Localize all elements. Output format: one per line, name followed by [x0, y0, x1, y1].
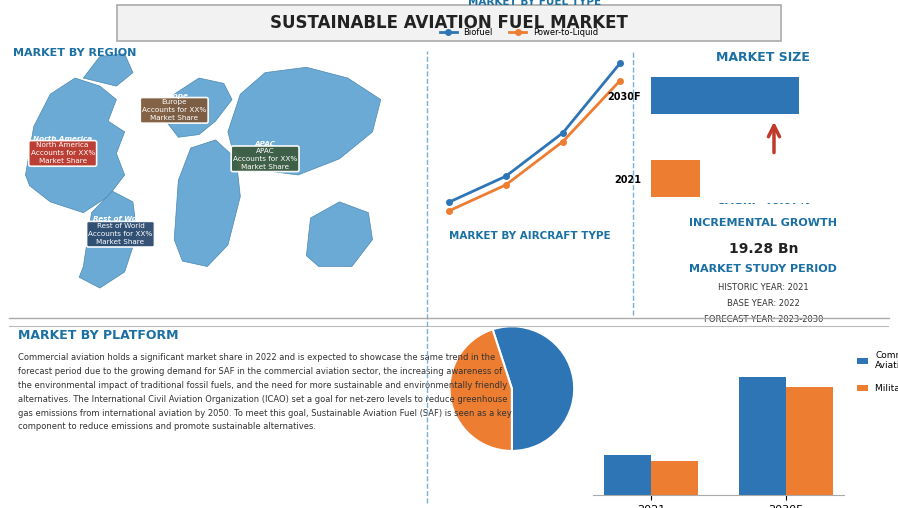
- Text: Rest of World: Rest of World: [93, 216, 148, 223]
- Polygon shape: [25, 78, 125, 213]
- Text: HISTORIC YEAR: 2021: HISTORIC YEAR: 2021: [718, 282, 808, 292]
- Legend: Commercial
Aviation, Military Aviation: Commercial Aviation, Military Aviation: [854, 347, 898, 397]
- Bar: [786, 387, 832, 495]
- Bar: [651, 461, 699, 495]
- Text: Rest of World
Accounts for XX%
Market Share: Rest of World Accounts for XX% Market Sh…: [88, 223, 153, 245]
- Text: North America: North America: [33, 136, 92, 142]
- Polygon shape: [84, 54, 133, 86]
- Wedge shape: [450, 329, 512, 451]
- Polygon shape: [79, 191, 137, 288]
- Legend: Fixed Wings, Rotorcrafts: Fixed Wings, Rotorcrafts: [625, 348, 704, 388]
- Text: MARKET BY PLATFORM: MARKET BY PLATFORM: [18, 329, 179, 342]
- Text: MARKET BY REGION: MARKET BY REGION: [13, 48, 136, 58]
- Text: APAC
Accounts for XX%
Market Share: APAC Accounts for XX% Market Share: [233, 148, 297, 170]
- Text: MARKET BY FUEL TYPE: MARKET BY FUEL TYPE: [468, 0, 601, 7]
- Wedge shape: [493, 326, 574, 451]
- Text: North America
Accounts for XX%
Market Share: North America Accounts for XX% Market Sh…: [31, 142, 95, 165]
- Legend: Biofuel, Power-to-Liquid: Biofuel, Power-to-Liquid: [436, 24, 601, 40]
- Bar: [738, 377, 786, 495]
- Text: MARKET SIZE: MARKET SIZE: [717, 51, 810, 64]
- Text: Europe: Europe: [160, 92, 189, 99]
- Text: Europe
Accounts for XX%
Market Share: Europe Accounts for XX% Market Share: [142, 100, 207, 121]
- Bar: [651, 160, 700, 197]
- Polygon shape: [166, 78, 232, 137]
- Text: INCREMENTAL GROWTH: INCREMENTAL GROWTH: [690, 218, 837, 228]
- Text: BASE YEAR: 2022: BASE YEAR: 2022: [726, 299, 800, 308]
- Polygon shape: [228, 67, 381, 175]
- Polygon shape: [306, 202, 373, 267]
- Polygon shape: [174, 140, 241, 267]
- Text: CAGR:  46.07%: CAGR: 46.07%: [717, 197, 810, 206]
- Text: MARKET STUDY PERIOD: MARKET STUDY PERIOD: [690, 264, 837, 274]
- Text: Commercial aviation holds a significant market share in 2022 and is expected to : Commercial aviation holds a significant …: [18, 353, 512, 431]
- Bar: [604, 455, 651, 495]
- Text: MARKET BY AIRCRAFT TYPE: MARKET BY AIRCRAFT TYPE: [449, 231, 611, 241]
- Text: FORECAST YEAR: 2023-2030: FORECAST YEAR: 2023-2030: [704, 315, 823, 324]
- Text: APAC: APAC: [254, 141, 276, 147]
- Bar: [651, 77, 798, 114]
- Text: SUSTAINABLE AVIATION FUEL MARKET: SUSTAINABLE AVIATION FUEL MARKET: [270, 14, 628, 32]
- Text: 19.28 Bn: 19.28 Bn: [728, 242, 798, 256]
